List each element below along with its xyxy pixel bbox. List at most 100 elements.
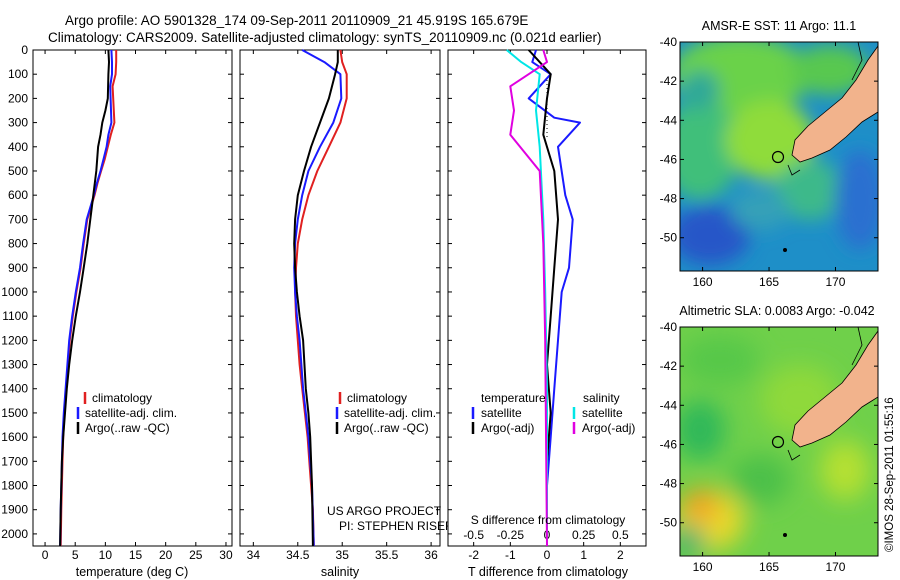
depth-tick-label: 1300: [1, 358, 28, 372]
legend-label-argo: Argo(..raw -QC): [344, 421, 429, 435]
depth-tick-label: 1800: [1, 479, 28, 493]
sla-land-mask: [791, 327, 878, 448]
lon-tick-label: 160: [693, 560, 713, 574]
sst-map: AMSR-E SST: 11 Argo: 11.1 160 165 170 -40 -4…: [660, 19, 879, 289]
salinity-series: [293, 49, 348, 547]
lat-tick-label: -50: [660, 231, 678, 245]
sst-land-mask: [791, 42, 878, 163]
depth-tick-label: 700: [8, 212, 28, 226]
depth-tick-label: 100: [8, 67, 28, 81]
s-tick-label: 0.5: [612, 528, 629, 542]
salinity-panel: 34 34.5 35 35.5 36 salinity climatology sate…: [239, 49, 454, 579]
temperature-axis-title: temperature (deg C): [76, 565, 189, 579]
argo-float-marker: [771, 435, 785, 449]
legend-label-climatology: climatology: [347, 391, 407, 405]
s-difference-axis-title: S difference from climatology: [471, 513, 626, 527]
temperature-panel: 0 5 10 15 20 25 30 temperature (deg C) climato…: [32, 49, 233, 579]
series-line-salinity-argo-adj-: [509, 49, 548, 547]
temperature-panel-frame: [32, 49, 233, 547]
series-line-argo-raw-qc-: [59, 49, 110, 547]
lat-tick-label: -50: [660, 516, 678, 530]
depth-tick-label: 600: [8, 188, 28, 202]
lon-tick-label: 160: [693, 275, 713, 289]
depth-tick-label: 1600: [1, 430, 28, 444]
depth-tick-label: 1200: [1, 333, 28, 347]
x-tick-label: 2: [617, 548, 624, 562]
depth-tick-label: 1100: [2, 309, 28, 323]
legend-title-temperature: temperature: [481, 391, 546, 405]
lat-tick-label: -42: [660, 74, 678, 88]
lat-tick-label: -46: [660, 437, 678, 451]
argo-float-marker: [771, 150, 785, 164]
lon-tick-label: 170: [825, 275, 845, 289]
lon-tick-label: 165: [759, 275, 779, 289]
depth-tick-label: 1900: [1, 503, 28, 517]
legend-label-satellite: satellite-adj. clim.: [85, 406, 177, 420]
x-tick-label: 35.5: [375, 548, 399, 562]
sst-map-frame: [679, 41, 879, 272]
s-tick-label: 0.25: [572, 528, 596, 542]
depth-tick-label: 0: [21, 43, 28, 57]
depth-tick-label: 200: [8, 91, 28, 105]
imos-watermark: ©IMOS 28-Sep-2011 01:55:16: [884, 397, 896, 552]
depth-tick-label: 1000: [1, 285, 28, 299]
depth-axis-labels: 0 100 200 300 400 500 600 700 800 900 1000 1100 1200…: [1, 43, 28, 541]
legend-label-t-argo: Argo(-adj): [481, 421, 534, 435]
salinity-panel-frame: [239, 49, 441, 547]
x-tick-label: 34: [247, 548, 261, 562]
difference-axis-ticks: -2 -1 0 1 2-0.5 -0.25 0 0.25 0.5: [448, 49, 646, 562]
lon-tick-label: 165: [759, 560, 779, 574]
legend-label-argo: Argo(..raw -QC): [85, 421, 170, 435]
series-line-temperature-argo-adj-: [527, 49, 559, 546]
temperature-legend: climatology satellite-adj. clim. Argo(..…: [76, 391, 177, 435]
legend-label-t-satellite: satellite: [481, 406, 522, 420]
x-tick-label: 25: [189, 548, 203, 562]
depth-tick-label: 800: [8, 237, 28, 251]
x-tick-label: -2: [468, 548, 479, 562]
lat-tick-label: -40: [660, 320, 678, 334]
x-tick-label: 10: [99, 548, 113, 562]
header-title: Argo profile: AO 5901328_174 09-Sep-2011…: [65, 13, 528, 28]
x-tick-label: 0: [42, 548, 49, 562]
lat-tick-label: -42: [660, 359, 678, 373]
sst-map-title: AMSR-E SST: 11 Argo: 11.1: [702, 19, 857, 33]
temperature-series: [59, 49, 118, 547]
x-tick-label: 15: [129, 548, 143, 562]
x-tick-label: 0: [544, 548, 551, 562]
legend-title-salinity: salinity: [583, 391, 620, 405]
sla-map-title: Altimetric SLA: 0.0083 Argo: -0.042: [679, 304, 874, 318]
lat-tick-label: -44: [660, 113, 678, 127]
difference-panel: -2 -1 0 1 2-0.5 -0.25 0 0.25 0.5 S difference fr…: [447, 49, 647, 579]
depth-tick-label: 900: [8, 261, 28, 275]
difference-series: [506, 49, 581, 547]
credit-pi: PI: STEPHEN RISER: [339, 519, 454, 533]
salinity-legend: climatology satellite-adj. clim. Argo(..…: [335, 391, 436, 435]
depth-tick-label: 2000: [1, 527, 28, 541]
sla-map-frame: [679, 326, 879, 557]
x-tick-label: 34.5: [286, 548, 310, 562]
series-line-argo-raw-qc-: [293, 50, 339, 547]
s-tick-label: -0.25: [497, 528, 525, 542]
legend-label-satellite: satellite-adj. clim.: [344, 406, 436, 420]
legend-label-s-satellite: satellite: [582, 406, 623, 420]
depth-tick-label: 1500: [1, 406, 28, 420]
legend-label-s-argo: Argo(-adj): [582, 421, 635, 435]
legend-label-climatology: climatology: [92, 391, 152, 405]
salinity-axis-title: salinity: [321, 565, 360, 579]
sla-map: Altimetric SLA: 0.0083 Argo: -0.042 160 1…: [660, 304, 879, 574]
depth-tick-label: 500: [8, 164, 28, 178]
x-tick-label: 20: [159, 548, 173, 562]
temperature-axis-ticks: 0 5 10 15 20 25 30: [33, 49, 233, 562]
depth-tick-label: 1400: [1, 382, 28, 396]
t-difference-axis-title: T difference from climatology: [468, 565, 629, 579]
credit-project: US ARGO PROJECT: [327, 504, 442, 518]
difference-legend: temperature salinity satellite Argo(-adj…: [471, 391, 635, 435]
x-tick-label: -1: [505, 548, 516, 562]
x-tick-label: 36: [424, 548, 438, 562]
x-tick-label: 5: [72, 548, 79, 562]
header-subtitle: Climatology: CARS2009. Satellite-adjuste…: [48, 30, 602, 45]
sst-map-axis-ticks: 160 165 170 -40 -42 -44 -46 -48 -50: [660, 35, 878, 289]
sla-map-axis-ticks: 160 165 170 -40 -42 -44 -46 -48 -50: [660, 320, 878, 574]
depth-tick-label: 400: [8, 140, 28, 154]
